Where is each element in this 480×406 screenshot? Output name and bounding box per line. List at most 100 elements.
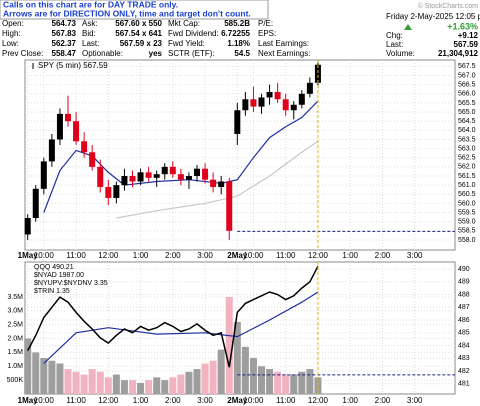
volume-bar [96, 371, 104, 394]
volume-bar [72, 371, 80, 394]
quote-label: Low: [2, 39, 19, 48]
y-tick-label: 3.5M [7, 294, 23, 301]
x-tick-label: 3:00 [197, 251, 213, 260]
quote-label: Ask: [82, 19, 98, 28]
y-tick-label: 558.0 [458, 237, 476, 244]
volume-bar [48, 360, 56, 394]
quote-value: 54.5 [234, 49, 250, 58]
x-tick-label: 10:00 [243, 396, 264, 405]
moving-average [116, 140, 319, 219]
notice-line: Calls on this chart are for DAY TRADE on… [3, 0, 178, 9]
candle-body [48, 139, 55, 162]
quote-value: yes [149, 49, 163, 58]
candle-body [218, 181, 225, 187]
x-tick-label: 1:00 [342, 396, 358, 405]
quote-label: Last: [82, 39, 99, 48]
quote-label: Bid: [82, 29, 96, 38]
y-tick-label: 481 [458, 381, 470, 388]
y-tick-label: 560.0 [458, 200, 476, 207]
y-tick-label: 561.5 [458, 173, 476, 180]
volume-bar [129, 380, 136, 394]
candle-body [258, 97, 265, 107]
x-tick-label: 12:00 [308, 251, 329, 260]
candle-body [226, 181, 233, 231]
quote-label: Fwd Dividend: [168, 29, 219, 38]
quote-value: 1.18% [227, 39, 250, 48]
quote-label: P/E: [258, 19, 273, 28]
y-tick-label: 2.0M [7, 335, 23, 342]
x-tick-label: 1:00 [133, 251, 149, 260]
quote-value: 567.59 [454, 40, 479, 49]
candle-body [129, 176, 136, 182]
y-tick-label: 484 [458, 342, 470, 349]
change-percent: +1.63% [447, 21, 478, 31]
panel-frame [24, 59, 456, 251]
y-tick-label: 564.5 [458, 118, 476, 125]
volume-bar [201, 363, 209, 394]
volume-bar [161, 380, 169, 394]
quote-label: Optionable: [82, 49, 123, 58]
volume-bar [32, 352, 40, 394]
volume-bar [64, 369, 72, 394]
quote-value: 567.83 [52, 29, 77, 38]
y-tick-label: 1.5M [7, 349, 23, 356]
legend-text: QQQ 490.21 [34, 264, 74, 271]
volume-bar [266, 369, 274, 394]
candle-body [40, 161, 47, 189]
x-tick-label: 10:00 [34, 396, 55, 405]
y-tick-label: 565.5 [458, 100, 476, 107]
x-tick-label: 12:00 [98, 251, 119, 260]
volume-bar [185, 371, 193, 394]
quote-value: 564.73 [52, 19, 77, 28]
quote-label: Fwd Yield: [168, 39, 205, 48]
y-tick-label: 485 [458, 330, 470, 337]
y-tick-label: 567.5 [458, 63, 476, 70]
y-tick-label: 490 [458, 266, 470, 273]
y-tick-label: 488 [458, 291, 470, 298]
volume-bar [80, 374, 88, 394]
x-tick-label: 1:00 [342, 251, 358, 260]
candle-body [290, 104, 297, 111]
volume-bar [249, 357, 257, 394]
candle-body [169, 166, 176, 175]
candle-body [282, 99, 289, 111]
candle-body [314, 64, 321, 83]
candle-body [81, 141, 88, 153]
x-tick-label: 10:00 [34, 251, 55, 260]
volume-bar [88, 369, 96, 394]
x-tick-label: 11:00 [276, 251, 296, 260]
y-tick-label: 564.0 [458, 127, 476, 134]
candle-body [89, 152, 96, 167]
candle-body [185, 176, 192, 180]
legend-text: $NYAD 1987.00 [34, 272, 84, 279]
candle-body [250, 99, 257, 107]
quote-value: 21,304,912 [438, 49, 479, 58]
volume-bar [137, 382, 145, 394]
y-tick-label: 562.5 [458, 155, 476, 162]
volume-bar [56, 363, 64, 394]
candle-body [24, 218, 31, 235]
y-tick-label: 483 [458, 355, 470, 362]
candle-body [145, 172, 152, 178]
y-tick-label: 563.0 [458, 145, 476, 152]
candle-body [202, 168, 209, 180]
x-tick-label: 1May [18, 396, 39, 405]
x-tick-label: 11:00 [276, 396, 296, 405]
moving-average [43, 291, 319, 364]
y-tick-label: 562.0 [458, 164, 476, 171]
notice-line: Arrows are for DIRECTION ONLY, time and … [3, 8, 251, 18]
y-tick-label: 500K [7, 377, 24, 384]
notice-box [0, 0, 269, 20]
legend-text: $NYUPV:$NYDNV 3.35 [34, 280, 108, 287]
volume-bar [314, 377, 322, 394]
quote-date: Friday 2-May-2025 12:05 pm [386, 12, 480, 21]
quote-value: 585.2B [224, 19, 250, 28]
x-tick-label: 1:00 [133, 396, 149, 405]
candle-body [161, 166, 168, 175]
x-tick-label: 3:00 [407, 396, 423, 405]
quote-value: 6.72255 [221, 29, 250, 38]
quote-value: 558.47 [52, 49, 77, 58]
quote-value: +9.12 [458, 31, 479, 40]
quote-label: Volume: [386, 49, 415, 58]
y-tick-label: 566.5 [458, 82, 476, 89]
